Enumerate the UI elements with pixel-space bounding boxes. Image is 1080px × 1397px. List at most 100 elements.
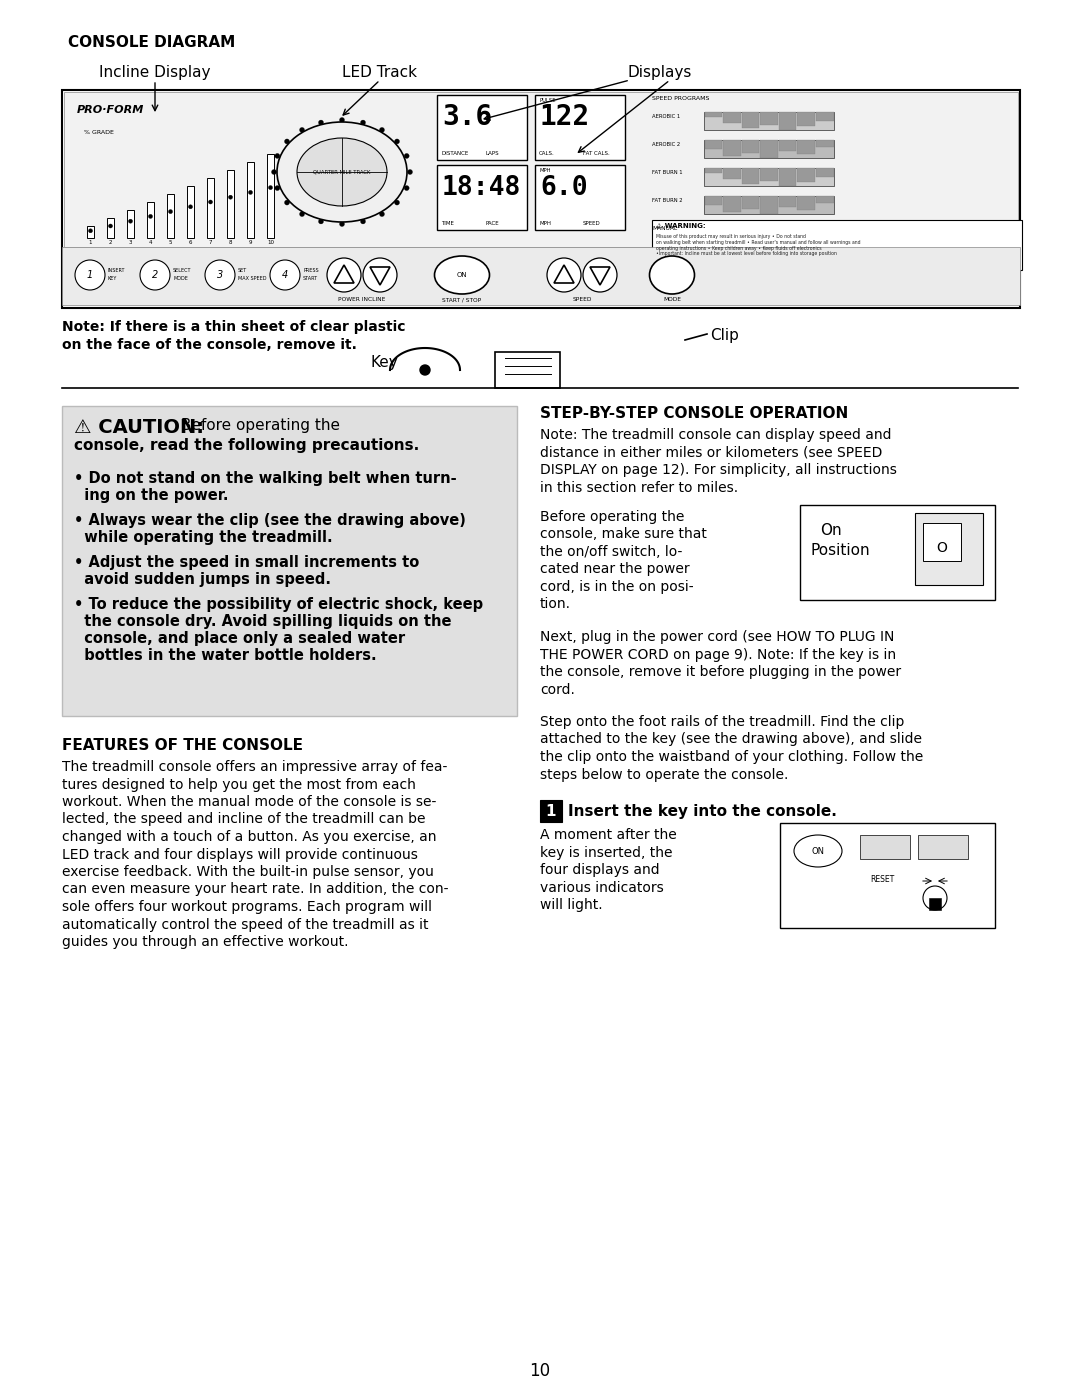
- Text: LED track and four displays will provide continuous: LED track and four displays will provide…: [62, 848, 418, 862]
- Bar: [779, 140, 796, 151]
- Text: Position: Position: [810, 543, 869, 557]
- Circle shape: [271, 169, 276, 175]
- Text: Misuse of this product may result in serious injury • Do not stand
on walking be: Misuse of this product may result in ser…: [656, 235, 861, 257]
- Circle shape: [270, 260, 300, 291]
- Text: 3: 3: [129, 240, 132, 244]
- Text: while operating the treadmill.: while operating the treadmill.: [75, 529, 333, 545]
- Text: O: O: [936, 541, 947, 555]
- Bar: [760, 112, 778, 124]
- Text: Note: If there is a thin sheet of clear plastic: Note: If there is a thin sheet of clear …: [62, 320, 405, 334]
- Text: Step onto the foot rails of the treadmill. Find the clip: Step onto the foot rails of the treadmil…: [540, 715, 904, 729]
- Text: LAPS: LAPS: [485, 151, 499, 156]
- Circle shape: [129, 219, 133, 224]
- Text: MODE: MODE: [173, 277, 188, 282]
- Text: on the face of the console, remove it.: on the face of the console, remove it.: [62, 338, 356, 352]
- Bar: [535, 165, 625, 231]
- Bar: [724, 140, 741, 156]
- Bar: [860, 835, 910, 859]
- Text: sole offers four workout programs. Each program will: sole offers four workout programs. Each …: [62, 900, 432, 914]
- Text: MAX SPEED: MAX SPEED: [238, 277, 267, 282]
- Text: console, make sure that: console, make sure that: [540, 528, 707, 542]
- Text: MPH: MPH: [539, 168, 551, 173]
- Circle shape: [379, 127, 384, 133]
- Circle shape: [269, 186, 272, 190]
- Circle shape: [248, 190, 253, 194]
- Circle shape: [284, 200, 289, 205]
- Bar: [760, 168, 778, 180]
- Bar: [147, 203, 154, 237]
- Text: 18:48: 18:48: [442, 175, 522, 201]
- Text: Note: The treadmill console can display speed and: Note: The treadmill console can display …: [540, 427, 891, 441]
- Text: KEY: KEY: [108, 277, 118, 282]
- Text: AEROBIC 2: AEROBIC 2: [652, 142, 680, 147]
- Text: 10: 10: [267, 240, 274, 244]
- Text: 6: 6: [189, 240, 192, 244]
- Text: four displays and: four displays and: [540, 863, 660, 877]
- Bar: [742, 140, 759, 152]
- Circle shape: [89, 229, 93, 233]
- Bar: [918, 835, 968, 859]
- Bar: [779, 196, 796, 207]
- Circle shape: [108, 224, 112, 228]
- Text: 1: 1: [89, 240, 92, 244]
- Bar: [127, 210, 134, 237]
- Text: The treadmill console offers an impressive array of fea-: The treadmill console offers an impressi…: [62, 760, 447, 774]
- Text: console, read the following precautions.: console, read the following precautions.: [75, 439, 419, 453]
- Text: console, and place only a sealed water: console, and place only a sealed water: [75, 631, 405, 645]
- Text: FAT BURN 2: FAT BURN 2: [652, 198, 683, 203]
- Bar: [760, 196, 778, 214]
- Bar: [495, 352, 561, 388]
- Text: 1: 1: [545, 803, 556, 819]
- Text: Clip: Clip: [710, 328, 739, 344]
- Bar: [815, 196, 834, 203]
- Circle shape: [404, 154, 409, 158]
- Bar: [652, 219, 1022, 270]
- Text: ON: ON: [811, 847, 824, 855]
- Bar: [815, 140, 834, 147]
- Text: CONSOLE DIAGRAM: CONSOLE DIAGRAM: [68, 35, 235, 50]
- Bar: [815, 168, 834, 177]
- Text: can even measure your heart rate. In addition, the con-: can even measure your heart rate. In add…: [62, 883, 448, 897]
- Text: tion.: tion.: [540, 598, 571, 612]
- Text: cord.: cord.: [540, 683, 575, 697]
- Bar: [815, 112, 834, 122]
- Bar: [797, 196, 815, 211]
- Circle shape: [420, 365, 430, 374]
- Text: the console dry. Avoid spilling liquids on the: the console dry. Avoid spilling liquids …: [75, 615, 451, 629]
- Text: FEATURES OF THE CONSOLE: FEATURES OF THE CONSOLE: [62, 738, 303, 753]
- Text: INSERT: INSERT: [108, 268, 125, 274]
- Text: PULSE: PULSE: [539, 98, 555, 103]
- Circle shape: [339, 117, 345, 123]
- Circle shape: [168, 210, 173, 214]
- Text: the on/off switch, lo-: the on/off switch, lo-: [540, 545, 683, 559]
- Circle shape: [361, 219, 365, 224]
- Text: 5: 5: [168, 240, 172, 244]
- Bar: [742, 196, 759, 208]
- Bar: [704, 112, 723, 117]
- Bar: [247, 162, 254, 237]
- Text: • To reduce the possibility of electric shock, keep: • To reduce the possibility of electric …: [75, 597, 483, 612]
- Text: SET: SET: [238, 268, 247, 274]
- Text: DISTANCE: DISTANCE: [441, 151, 469, 156]
- Text: steps below to operate the console.: steps below to operate the console.: [540, 767, 788, 781]
- Text: 7: 7: [208, 240, 213, 244]
- Bar: [227, 170, 234, 237]
- Bar: [207, 177, 214, 237]
- Text: the console, remove it before plugging in the power: the console, remove it before plugging i…: [540, 665, 901, 679]
- Bar: [535, 95, 625, 161]
- Circle shape: [923, 886, 947, 909]
- Bar: [62, 89, 1020, 307]
- Circle shape: [75, 260, 105, 291]
- Text: 8: 8: [229, 240, 232, 244]
- Bar: [437, 165, 527, 231]
- Text: 4: 4: [149, 240, 152, 244]
- Text: Displays: Displays: [627, 66, 692, 80]
- Bar: [742, 168, 759, 184]
- Bar: [167, 194, 174, 237]
- Text: 6.0: 6.0: [540, 175, 588, 201]
- Text: DISPLAY on page 12). For simplicity, all instructions: DISPLAY on page 12). For simplicity, all…: [540, 462, 896, 476]
- Circle shape: [379, 211, 384, 217]
- Bar: [704, 196, 723, 205]
- Bar: [929, 898, 941, 909]
- Text: SELECT: SELECT: [173, 268, 191, 274]
